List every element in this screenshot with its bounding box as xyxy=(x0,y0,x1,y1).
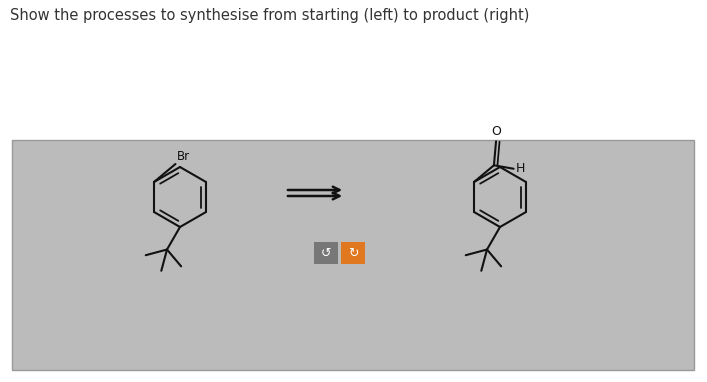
FancyBboxPatch shape xyxy=(341,242,365,264)
FancyBboxPatch shape xyxy=(12,140,694,370)
Text: ↻: ↻ xyxy=(348,246,358,259)
FancyBboxPatch shape xyxy=(314,242,338,264)
Text: H: H xyxy=(515,162,525,175)
Text: ↺: ↺ xyxy=(321,246,332,259)
Text: O: O xyxy=(491,125,501,138)
Text: Br: Br xyxy=(177,150,189,163)
Text: Show the processes to synthesise from starting (left) to product (right): Show the processes to synthesise from st… xyxy=(10,8,530,23)
